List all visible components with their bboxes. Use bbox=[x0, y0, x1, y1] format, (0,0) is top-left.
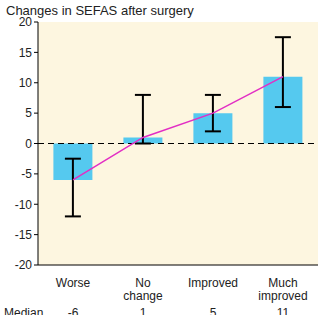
svg-text:-6: -6 bbox=[68, 306, 79, 315]
svg-text:0: 0 bbox=[25, 137, 32, 151]
html-text:Changes in SEFAS after surgery: Changes in SEFAS after surgery bbox=[6, 3, 194, 18]
svg-text:Muchimproved: Muchimproved bbox=[258, 276, 307, 303]
svg-text:-20: -20 bbox=[15, 258, 33, 272]
svg-text:Improved: Improved bbox=[188, 276, 238, 290]
svg-text:-5: -5 bbox=[21, 167, 32, 181]
svg-text:-10: -10 bbox=[15, 198, 33, 212]
svg-text:Worse: Worse bbox=[56, 276, 91, 290]
svg-text:Median: Median bbox=[8, 306, 43, 315]
svg-text:Nochange: Nochange bbox=[123, 276, 163, 303]
svg-text:11: 11 bbox=[277, 306, 290, 315]
svg-text:1: 1 bbox=[140, 306, 147, 315]
svg-text:10: 10 bbox=[19, 76, 33, 90]
svg-text:5: 5 bbox=[25, 106, 32, 120]
svg-text:-15: -15 bbox=[15, 228, 33, 242]
svg-text:15: 15 bbox=[19, 46, 33, 60]
svg-text:5: 5 bbox=[210, 306, 217, 315]
svg-text:20: 20 bbox=[19, 15, 33, 29]
